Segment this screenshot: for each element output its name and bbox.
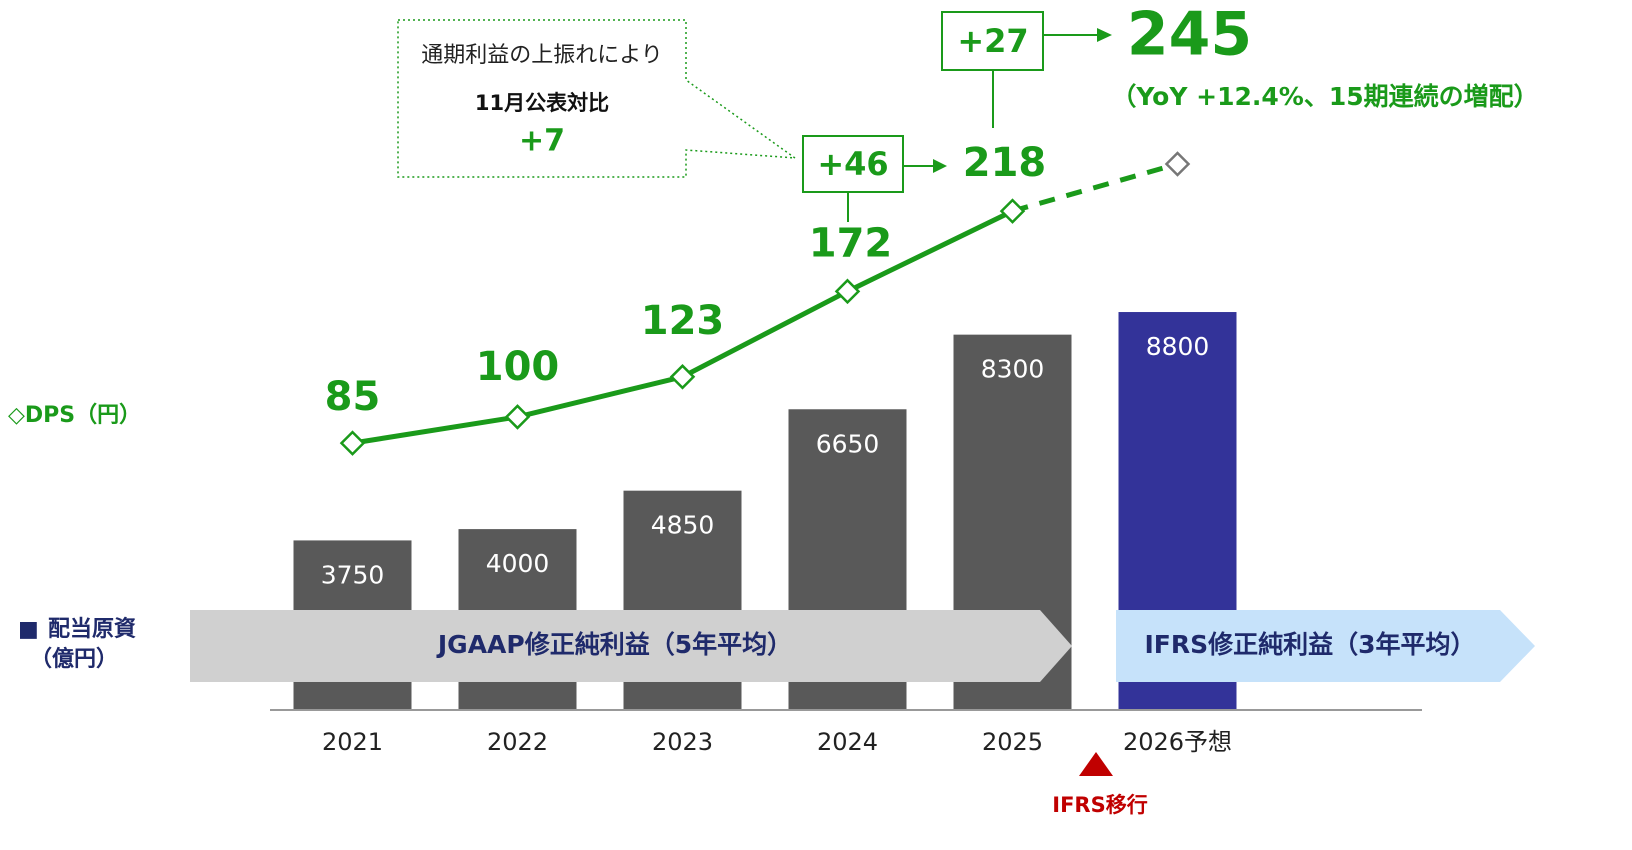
dps-value-label: 100 — [476, 344, 560, 390]
bar-value-label: 4000 — [486, 549, 550, 578]
bar-series-unit: （億円） — [30, 646, 118, 672]
transition-label: IFRS移行 — [1052, 793, 1147, 817]
callout-box — [397, 19, 798, 178]
transition-marker — [1079, 752, 1113, 776]
x-tick-label: 2024 — [817, 728, 878, 756]
band-label: JGAAP修正純利益（5年平均） — [436, 630, 792, 659]
bar-value-label: 8300 — [981, 355, 1045, 384]
yoy-note: （YoY +12.4%、15期連続の増配） — [1111, 82, 1538, 111]
callout-text: 通期利益の上振れにより — [421, 43, 663, 68]
x-tick-label: 2022 — [487, 728, 548, 756]
dps-marker — [834, 278, 861, 305]
dps-marker — [999, 198, 1026, 224]
ifrs-band — [1116, 610, 1535, 682]
dps-value-label: 85 — [325, 374, 381, 420]
legend-square: ■ — [18, 617, 39, 642]
arrow-head — [933, 159, 947, 173]
x-tick-label: 2025 — [982, 728, 1043, 756]
bar-value-label: 8800 — [1146, 332, 1210, 361]
diff-box — [941, 11, 1044, 71]
dps-forecast-line — [1011, 161, 1179, 214]
arrow-head — [1097, 28, 1112, 42]
x-tick-label: 2026予想 — [1123, 728, 1232, 756]
band-label: IFRS修正純利益（3年平均） — [1144, 630, 1475, 659]
x-tick-label: 2023 — [652, 728, 713, 756]
bar-value-label: 3750 — [321, 560, 385, 589]
dps-value-label: 123 — [641, 298, 725, 344]
diff-label: +46 — [817, 145, 888, 183]
callout-text: 11月公表対比 — [475, 91, 609, 115]
callout-text: +7 — [519, 124, 565, 159]
line-series-label: ◇DPS（円） — [8, 403, 141, 428]
jgaap-band — [190, 610, 1072, 682]
bar-series-label: 配当原資 — [48, 616, 136, 642]
dps-marker — [339, 430, 366, 456]
dps-value-label: 172 — [809, 220, 893, 266]
bar-value-label: 6650 — [816, 429, 880, 458]
dps-marker — [1164, 151, 1191, 177]
diff-box — [802, 135, 904, 193]
dps-marker — [669, 364, 696, 390]
dps-value-label: 218 — [963, 140, 1047, 186]
x-tick-label: 2021 — [322, 728, 383, 756]
diff-label: +27 — [957, 22, 1028, 60]
dps-marker — [504, 404, 531, 430]
dps-value-label: 245 — [1127, 0, 1252, 70]
bar-value-label: 4850 — [651, 511, 715, 540]
